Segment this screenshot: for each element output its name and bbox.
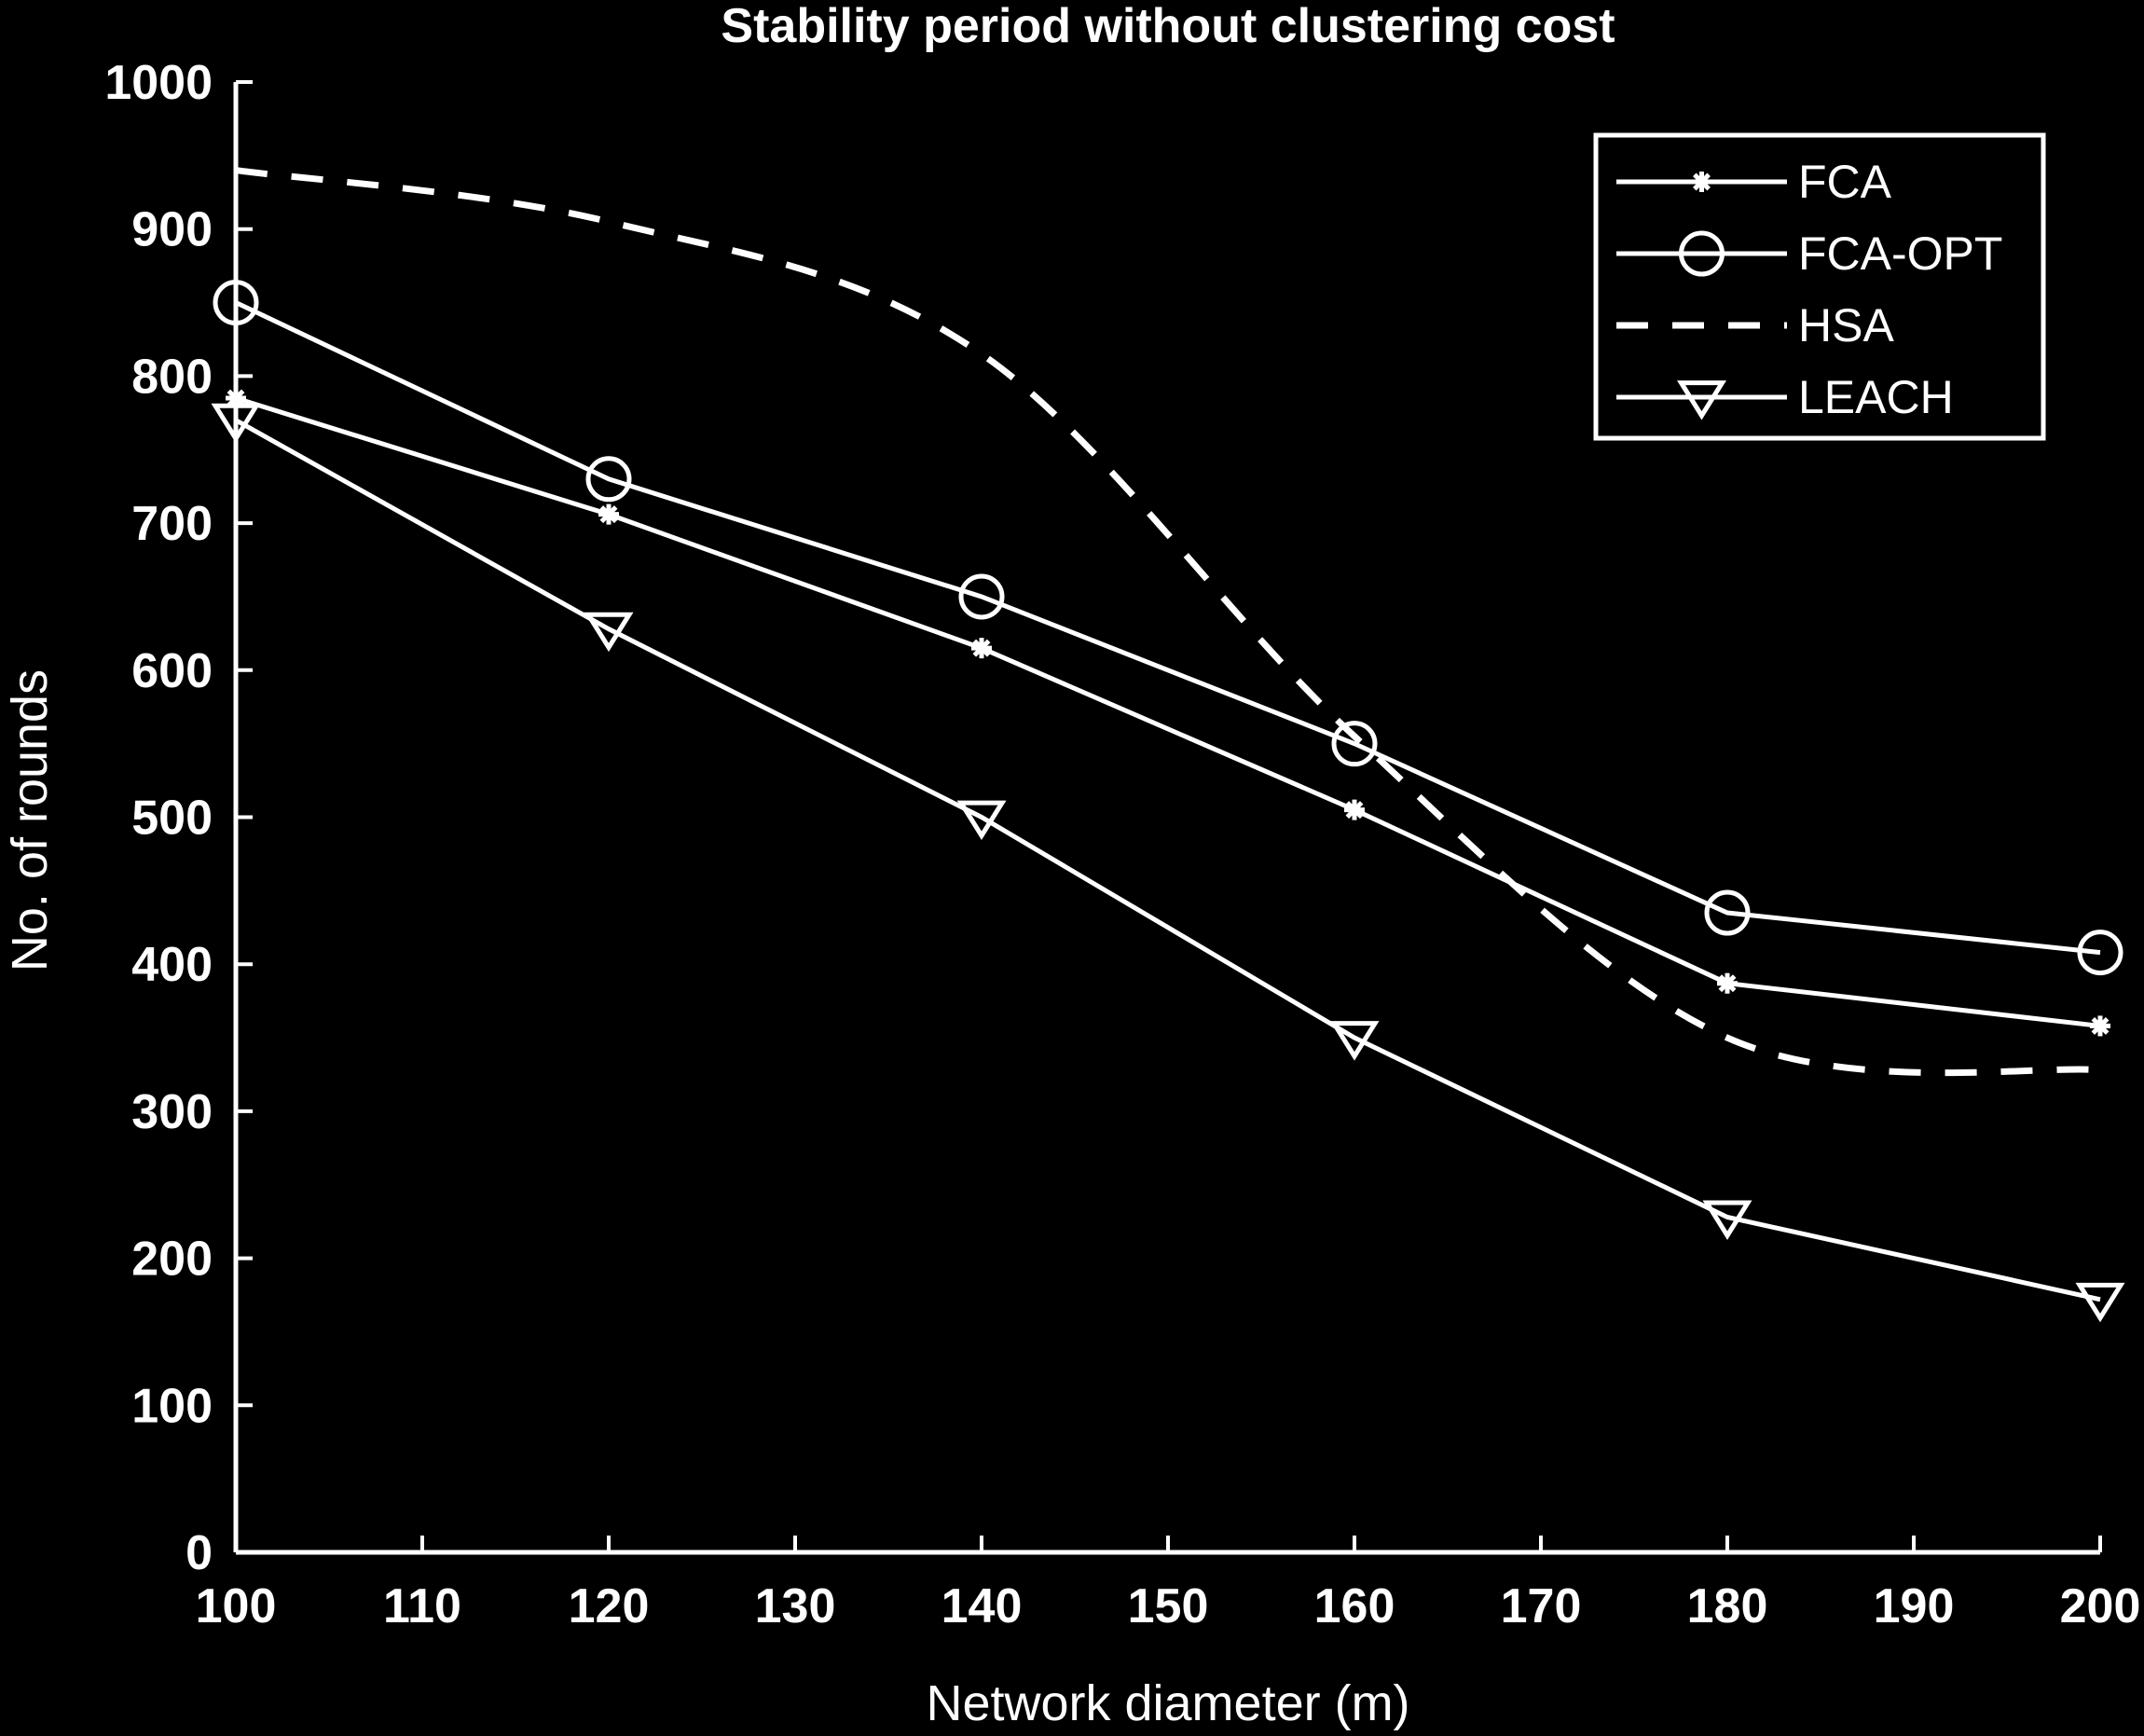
legend: FCA FCA-OPT HSA LEACH	[1593, 132, 2046, 441]
axes: 100 110 120 130 140 150 160 170 180 190 2000100200…	[104, 56, 2140, 1633]
y-tick-label: 0	[186, 1526, 213, 1580]
series-fca-point	[2090, 1015, 2110, 1037]
series-fca-opt-point	[958, 573, 1005, 620]
series-leach-point	[584, 612, 634, 653]
series-fca-opt-point	[1704, 889, 1751, 936]
series-fca-point-stroke	[972, 639, 991, 657]
legend-marker-leach	[1676, 380, 1727, 420]
y-tick-label: 600	[131, 644, 213, 698]
series-fca-opt-line	[234, 300, 2101, 956]
legend-label-fca-opt: FCA-OPT	[1798, 227, 2002, 280]
x-tick-label: 200	[2060, 1579, 2141, 1633]
legend-box	[1593, 132, 2046, 441]
series-fca-opt-point	[213, 280, 259, 326]
series-fca-point-stroke	[1718, 974, 1737, 993]
series-leach-point	[2075, 1282, 2125, 1323]
y-tick-label: 400	[131, 938, 213, 992]
series-leach-point	[1702, 1200, 1752, 1240]
y-tick-label: 100	[131, 1379, 213, 1433]
series-hsa	[235, 167, 2101, 1077]
series-fca	[226, 388, 2110, 1037]
series-layer	[211, 167, 2125, 1323]
series-leach-line	[234, 418, 2101, 1302]
series-fca-point	[226, 388, 246, 409]
x-tick-label: 150	[1128, 1579, 1209, 1633]
y-tick-label: 500	[131, 792, 213, 846]
y-tick-label: 800	[131, 350, 213, 404]
x-tick-label: 140	[941, 1579, 1023, 1633]
legend-marker-fca-opt	[1679, 230, 1725, 277]
x-tick-label: 130	[755, 1579, 836, 1633]
x-tick-label: 160	[1314, 1579, 1395, 1633]
y-tick-label: 700	[131, 497, 213, 551]
y-tick-label: 1000	[104, 56, 213, 110]
x-tick-label: 100	[196, 1579, 277, 1633]
series-fca-point-stroke	[2091, 1016, 2110, 1035]
series-leach-point	[211, 403, 261, 444]
legend-label-fca: FCA	[1798, 156, 1892, 208]
series-fca-opt-point	[2077, 930, 2123, 976]
legend-marker-fca	[1691, 172, 1712, 192]
y-axis-label: No. of rounds	[2, 669, 58, 971]
series-leach-point	[956, 800, 1007, 841]
series-fca-opt-point	[585, 456, 632, 503]
series-fca-point-stroke	[599, 505, 618, 524]
series-fca-point-stroke	[1345, 801, 1364, 820]
series-fca-point	[598, 503, 619, 525]
series-leach-point	[1329, 1021, 1380, 1061]
x-axis-label: Network diameter (m)	[926, 1675, 1409, 1731]
series-leach	[211, 403, 2125, 1323]
series-hsa-line	[235, 167, 2101, 1077]
x-tick-label: 120	[569, 1579, 650, 1633]
series-fca-point	[1344, 799, 1365, 820]
y-tick-label: 300	[131, 1085, 213, 1139]
x-tick-label: 110	[383, 1579, 461, 1633]
x-tick-label: 180	[1687, 1579, 1768, 1633]
legend-label-hsa: HSA	[1798, 299, 1894, 351]
series-fca-point-stroke	[227, 389, 245, 407]
series-fca-point	[1717, 972, 1738, 994]
x-tick-label: 170	[1501, 1579, 1582, 1633]
y-tick-label: 900	[131, 203, 213, 257]
y-tick-label: 200	[131, 1233, 213, 1287]
legend-label-leach: LEACH	[1798, 371, 1954, 423]
series-fca-opt-point	[1331, 721, 1378, 767]
series-fca-point	[971, 638, 992, 659]
series-fca-opt	[213, 280, 2123, 976]
legend-marker-fca-stroke	[1693, 172, 1711, 191]
chart-title: Stability period without clustering cost	[721, 0, 1615, 53]
series-fca-line	[235, 395, 2101, 1028]
x-tick-label: 190	[1874, 1579, 1955, 1633]
